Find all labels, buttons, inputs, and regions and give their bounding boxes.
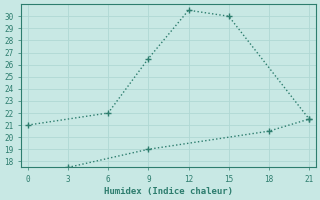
X-axis label: Humidex (Indice chaleur): Humidex (Indice chaleur) (104, 187, 233, 196)
